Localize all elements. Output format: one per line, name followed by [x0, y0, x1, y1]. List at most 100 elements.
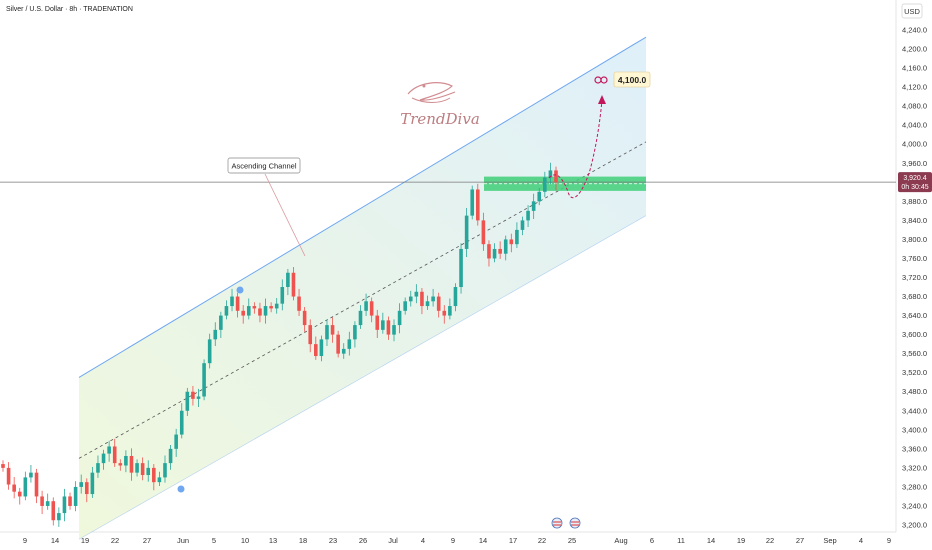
price-tick-label: 3,840.0: [902, 216, 927, 225]
time-tick-label: 14: [51, 536, 59, 545]
price-tick-label: 3,280.0: [902, 482, 927, 491]
channel-middle-line[interactable]: [78, 141, 647, 459]
candle-body: [235, 296, 240, 311]
time-tick-label: 27: [796, 536, 804, 545]
target-icon: [594, 76, 608, 84]
candle-body: [481, 220, 486, 245]
candle-body: [414, 291, 419, 297]
target-label[interactable]: 4,100.0: [613, 71, 651, 88]
candle-body: [263, 306, 268, 316]
candle-body: [470, 189, 475, 216]
candle-body: [62, 496, 67, 514]
candle-body: [224, 306, 229, 316]
time-tick-label: Aug: [614, 536, 627, 545]
chart-title: Silver / U.S. Dollar · 8h · TRADENATION: [6, 6, 133, 13]
candle-body: [358, 310, 363, 326]
candle-body: [118, 463, 123, 466]
price-tick-label: 4,040.0: [902, 121, 927, 130]
price-tick-label: 3,960.0: [902, 159, 927, 168]
candle-body: [498, 248, 502, 254]
candles-layer: [1, 162, 558, 527]
candle-body: [464, 215, 469, 249]
watermark-text: TrendDiva: [400, 110, 480, 128]
candle-body: [152, 467, 156, 483]
candle-body: [112, 446, 117, 464]
candle-body: [12, 484, 16, 492]
candle-body: [392, 325, 396, 335]
candle-body: [168, 448, 173, 464]
time-tick-label: 9: [451, 536, 455, 545]
candle-body: [101, 453, 106, 464]
candle-body: [185, 391, 190, 411]
price-tick-label: 3,480.0: [902, 387, 927, 396]
candle-body: [40, 496, 44, 506]
time-tick-label: 5: [212, 536, 216, 545]
annotation-pointer: [264, 173, 306, 257]
time-tick-label: 22: [538, 536, 546, 545]
candle-body: [520, 220, 525, 230]
time-tick-label: 19: [737, 536, 745, 545]
candle-body: [336, 334, 340, 354]
price-tick-label: 3,520.0: [902, 368, 927, 377]
candle-body: [73, 486, 78, 506]
channel-layer: [78, 36, 647, 540]
projection-arrowhead: [598, 95, 606, 104]
time-tick-label: 14: [479, 536, 487, 545]
candle-body: [274, 303, 279, 309]
price-tick-label: 3,560.0: [902, 349, 927, 358]
candle-body: [219, 315, 223, 330]
target-label-text: 4,100.0: [618, 75, 647, 85]
candle-body: [503, 239, 508, 254]
annotation-ascending-channel[interactable]: Ascending Channel: [227, 157, 301, 174]
candle-body: [330, 325, 335, 335]
candle-body: [241, 310, 245, 316]
candle-body: [1, 464, 5, 468]
candle-body: [179, 410, 184, 435]
candle-body: [543, 177, 547, 192]
candle-body: [96, 463, 100, 473]
time-tick-label: 22: [111, 536, 119, 545]
price-tick-label: 4,200.0: [902, 45, 927, 54]
event-flag-us-1[interactable]: [551, 517, 563, 529]
candle-body: [29, 472, 33, 478]
price-tick-label: 4,120.0: [902, 83, 927, 92]
time-tick-label: 25: [568, 536, 576, 545]
candle-body: [459, 248, 463, 288]
price-tick-label: 3,200.0: [902, 521, 927, 530]
price-tick-label: 3,760.0: [902, 254, 927, 263]
time-tick-label: 22: [766, 536, 774, 545]
candle-body: [202, 363, 206, 397]
price-tick-label: 4,000.0: [902, 140, 927, 149]
candle-body: [34, 472, 39, 497]
candle-body: [325, 325, 329, 340]
channel-anchor-bottom[interactable]: [177, 485, 185, 493]
candle-body: [386, 320, 391, 335]
candle-body: [258, 308, 262, 316]
candle-body: [6, 467, 11, 485]
time-axis[interactable]: 9 14 19 22 27 Jun 5 10 13 18 23 26 Jul 4 9 14 17 22 25 Aug 6…: [23, 536, 891, 545]
channel-anchor-top[interactable]: [236, 286, 244, 294]
channel-lower-line[interactable]: [78, 215, 647, 540]
event-flag-us-2[interactable]: [569, 517, 581, 529]
candle-body: [45, 501, 50, 506]
candle-body: [475, 189, 480, 221]
candle-body: [314, 344, 318, 357]
price-tick-label: 4,080.0: [902, 102, 927, 111]
candle-body: [68, 496, 72, 506]
candle-body: [403, 301, 407, 311]
time-tick-label: 9: [23, 536, 27, 545]
candle-body: [213, 329, 218, 340]
candle-body: [207, 339, 212, 364]
time-tick-label: 4: [421, 536, 425, 545]
channel-upper-line[interactable]: [78, 36, 647, 378]
candle-body: [347, 339, 352, 349]
candle-body: [381, 320, 385, 330]
candle-body: [297, 296, 301, 311]
currency-button[interactable]: USD: [901, 3, 923, 19]
candle-body: [157, 477, 162, 483]
candle-body: [487, 244, 491, 259]
candle-body: [526, 210, 530, 221]
time-tick-label: 10: [241, 536, 249, 545]
price-axis[interactable]: 3,200.0 3,240.0 3,280.0 3,320.0 3,360.0 3,400…: [902, 26, 927, 530]
